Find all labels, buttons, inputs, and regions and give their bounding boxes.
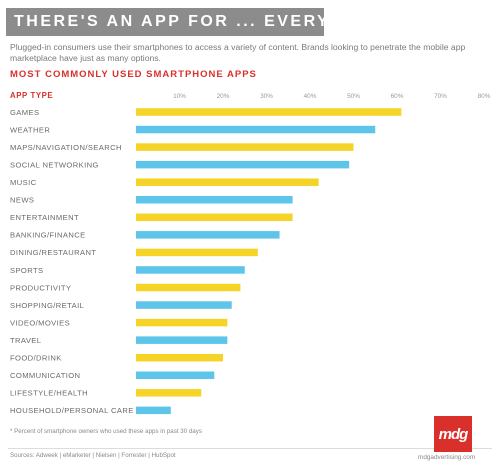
- category-label: SHOPPING/RETAIL: [10, 301, 84, 310]
- sources-text: Sources: Adweek | eMarketer | Nielsen | …: [10, 452, 176, 459]
- category-label: WEATHER: [10, 125, 50, 134]
- category-label: FOOD/DRINK: [10, 354, 62, 363]
- category-label: GAMES: [10, 108, 39, 117]
- tick-label: 20%: [217, 93, 230, 100]
- bar: [136, 213, 293, 222]
- bar: [136, 336, 228, 344]
- category-label: MAPS/NAVIGATION/SEARCH: [10, 143, 122, 152]
- footnote: * Percent of smartphone owners who used …: [10, 428, 202, 435]
- bar: [136, 371, 215, 379]
- category-axis-title: APP TYPE: [10, 91, 53, 100]
- category-label: ENTERTAINMENT: [10, 213, 79, 222]
- bar: [136, 266, 245, 274]
- category-label: VIDEO/MOVIES: [10, 318, 70, 327]
- chart-title: MOST COMMONLY USED SMARTPHONE APPS: [10, 69, 257, 80]
- tick-label: 30%: [260, 93, 273, 100]
- logo-text: mdg: [438, 425, 469, 443]
- tick-label: 10%: [173, 93, 186, 100]
- bar: [136, 318, 228, 327]
- category-label: LIFESTYLE/HEALTH: [10, 389, 88, 398]
- tick-label: 50%: [347, 93, 360, 100]
- category-label: NEWS: [10, 196, 34, 205]
- bar: [136, 389, 202, 397]
- tick-label: 60%: [391, 93, 404, 100]
- category-label: SPORTS: [10, 266, 44, 275]
- bar: [136, 231, 280, 239]
- category-label: BANKING/FINANCE: [10, 231, 86, 240]
- bar: [136, 248, 258, 257]
- category-label: COMMUNICATION: [10, 371, 80, 380]
- mdg-logo: mdg: [434, 416, 472, 452]
- bar: [136, 283, 241, 292]
- category-label: DINING/RESTAURANT: [10, 248, 96, 257]
- bar: [136, 196, 293, 204]
- category-label: MUSIC: [10, 178, 37, 187]
- bar: [136, 178, 319, 186]
- site-url: mdgadvertising.com: [418, 454, 476, 461]
- banner-title: THERE'S AN APP FOR ... EVERYTHING: [6, 8, 390, 36]
- bar: [136, 108, 402, 116]
- tick-label: 70%: [434, 93, 447, 100]
- bar: [136, 143, 354, 151]
- bar: [136, 353, 223, 362]
- bar: [136, 406, 171, 415]
- category-label: HOUSEHOLD/PERSONAL CARE: [10, 406, 134, 415]
- intro-text: Plugged-in consumers use their smartphon…: [10, 42, 466, 63]
- footer-divider: [8, 448, 492, 449]
- category-label: SOCIAL NETWORKING: [10, 160, 99, 169]
- tick-label: 40%: [304, 93, 317, 100]
- category-label: TRAVEL: [10, 336, 41, 345]
- category-label: PRODUCTIVITY: [10, 283, 71, 292]
- bar: [136, 301, 232, 309]
- tick-label: 80%: [478, 93, 491, 100]
- bar: [136, 160, 350, 169]
- bar: [136, 125, 376, 134]
